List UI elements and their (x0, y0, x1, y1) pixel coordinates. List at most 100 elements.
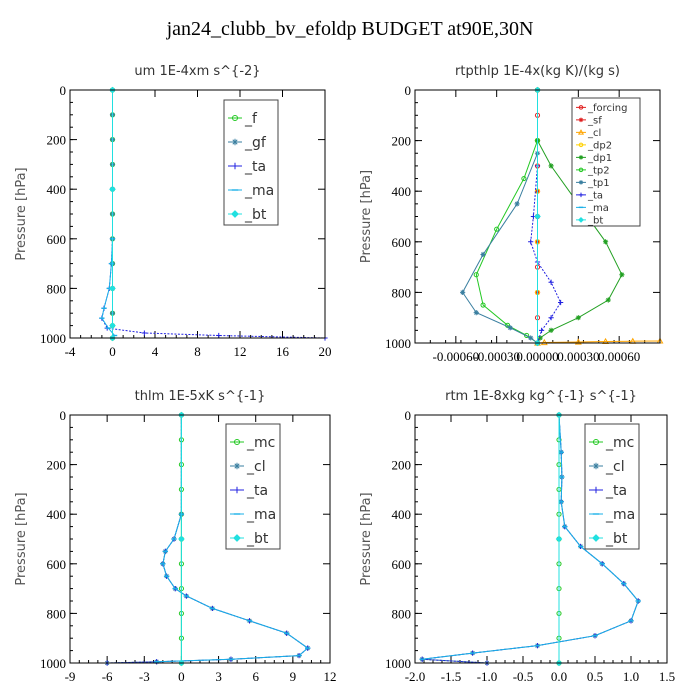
chart-marker (592, 462, 600, 470)
chart-marker (555, 535, 563, 543)
chart-marker (574, 338, 582, 345)
legend-label: _mc (605, 435, 634, 451)
legend-label: _tp1 (587, 178, 610, 189)
legend-label: _dp1 (587, 153, 612, 164)
chart-marker (494, 226, 500, 232)
chart-marker (540, 338, 548, 346)
legend-label: _bt (605, 531, 628, 547)
y-tick-label: 200 (392, 458, 412, 473)
chart-marker (109, 285, 116, 292)
legend-label: _ta (244, 159, 266, 175)
series-line (530, 90, 562, 344)
y-tick-label: 0 (60, 83, 67, 98)
y-tick-label: 800 (47, 606, 67, 621)
y-tick-label: 600 (392, 235, 412, 250)
x-tick-label: 0.00030 (557, 349, 599, 364)
y-tick-label: 600 (47, 232, 67, 247)
x-tick-label: 1.0 (623, 669, 639, 684)
legend-label: _bt (246, 531, 269, 547)
chart-marker (575, 315, 581, 321)
chart-marker (558, 299, 564, 306)
x-tick-label: 12 (324, 669, 337, 684)
chart-marker (578, 180, 584, 185)
plot-frame (69, 89, 326, 339)
series-line (422, 414, 639, 660)
chart-marker (548, 163, 554, 169)
x-tick-label: -0.5 (513, 669, 534, 684)
chart-marker (109, 322, 116, 329)
x-tick-label: 16 (276, 344, 290, 359)
chart-marker (605, 297, 611, 303)
y-tick-label: 400 (47, 507, 67, 522)
legend-label: _ma (587, 203, 609, 214)
y-tick-label: 400 (392, 184, 412, 199)
chart-marker (577, 129, 585, 135)
chart-marker (548, 279, 554, 285)
chart-marker (480, 251, 486, 258)
legend-label: _ta (605, 483, 627, 499)
y-tick-label: 0 (405, 408, 412, 423)
legend-label: _forcing (587, 103, 628, 114)
series-line (101, 90, 326, 339)
series-line (462, 90, 538, 344)
x-tick-label: -6 (102, 669, 113, 684)
y-tick-label: 600 (47, 557, 67, 572)
chart-title: thlm 1E-5xK s^{-1} (135, 389, 266, 404)
chart-marker (514, 201, 520, 207)
x-tick-label: 9 (290, 669, 297, 684)
chart-panel-4: rtm 1E-8xkg kg^{-1} s^{-1} Pressure [hPa]… (359, 389, 675, 684)
chart-marker (231, 162, 239, 170)
chart-marker (538, 327, 545, 333)
y-tick-label: 200 (47, 458, 67, 473)
chart-marker (592, 486, 600, 494)
chart-marker (109, 185, 116, 193)
x-tick-label: 12 (234, 344, 247, 359)
legend-label: _ma (244, 183, 274, 199)
chart-marker (619, 272, 625, 278)
chart-marker (534, 213, 541, 220)
chart-marker (578, 117, 584, 123)
y-tick-label: 1000 (385, 336, 411, 351)
y-axis-label: Pressure [hPa] (14, 167, 29, 260)
x-tick-label: 4 (152, 344, 159, 359)
chart-marker (473, 272, 479, 278)
legend-box (584, 423, 640, 550)
x-tick-label: -3 (139, 669, 150, 684)
y-tick-label: 0 (60, 408, 67, 423)
x-tick-label: 6 (252, 669, 259, 684)
chart-marker (178, 535, 185, 543)
y-tick-label: 600 (392, 557, 412, 572)
chart-marker (578, 155, 584, 160)
chart-marker (231, 138, 239, 146)
x-tick-label: 0.0 (551, 669, 567, 684)
x-tick-label: 1.5 (659, 669, 675, 684)
x-tick-label: 0.5 (587, 669, 603, 684)
chart-marker (233, 438, 241, 446)
legend-label: _ta (246, 483, 268, 499)
chart-marker (592, 534, 600, 542)
legend-label: _bt (587, 215, 603, 226)
legend-label: _f (244, 111, 258, 127)
x-tick-label: -0.00060 (433, 349, 480, 364)
chart-marker (578, 142, 584, 148)
y-tick-label: 400 (392, 507, 412, 522)
legend-label: _ma (246, 507, 276, 523)
chart-marker (548, 327, 554, 333)
chart-marker (521, 175, 527, 182)
legend-label: _ma (605, 507, 635, 523)
y-tick-label: 800 (47, 281, 67, 296)
legend-label: _ta (587, 190, 603, 201)
x-tick-label: -1.0 (477, 669, 498, 684)
x-tick-label: 20 (319, 344, 332, 359)
x-tick-label: 0 (109, 344, 116, 359)
x-tick-label: 0.00060 (598, 349, 640, 364)
legend-box (223, 99, 279, 226)
chart-marker (528, 239, 534, 245)
x-tick-label: -0.00030 (473, 349, 520, 364)
chart-marker (480, 302, 486, 308)
chart-marker (473, 310, 479, 316)
chart-marker (507, 325, 513, 331)
chart-marker (578, 216, 584, 223)
y-axis-label: Pressure [hPa] (14, 492, 29, 585)
y-axis-label: Pressure [hPa] (359, 492, 374, 585)
